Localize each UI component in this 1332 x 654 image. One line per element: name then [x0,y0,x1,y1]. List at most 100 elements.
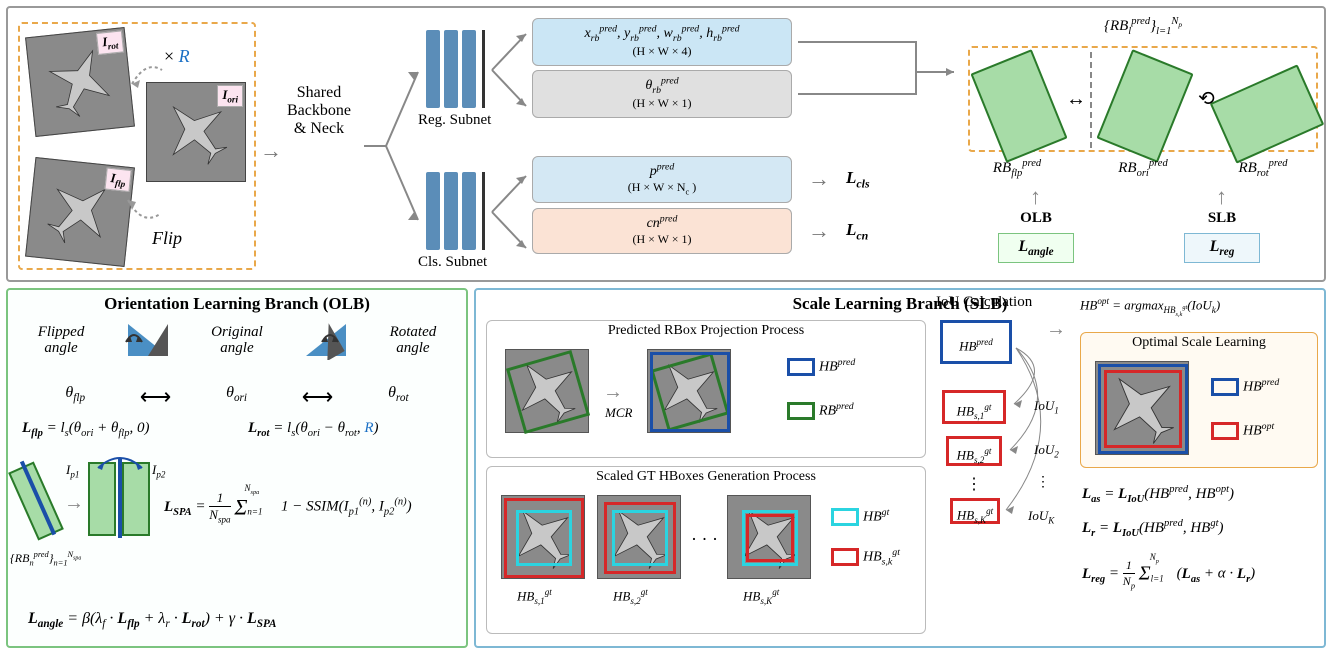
iou-hbk: HBs,Kgt [950,498,1000,524]
leg-hbgt: HBgt [831,507,889,526]
opt-panel: Optimal Scale Learning HBpred HBopt [1080,332,1318,468]
hbs2-label: HBs,2gt [613,587,648,606]
tag-ori: Iori [217,85,243,107]
flipped-angle-label: Flippedangle [38,324,85,357]
tag-rot: Irot [96,30,124,54]
cls-subnet-label: Cls. Subnet [418,254,487,271]
olb-angle-row: Flippedangle Originalangle Rotatedangle [8,320,466,360]
L-flp-eq: Lflp = ls(θori + θflp, 0) [22,420,149,439]
rb-divider [1090,52,1092,148]
Ip2-label: Ip2 [152,462,165,480]
fork-lines [362,56,422,236]
L-as-eq: Las = LIoU(HBpred, HBopt) [1082,484,1234,505]
L-rot-eq: Lrot = ls(θori − θrot, R) [248,420,379,439]
cls-out-box1: ppred(H × W × Nc ) [532,156,792,203]
scaled-title: Scaled GT HBoxes Generation Process [487,467,925,487]
backbone-label: SharedBackbone& Neck [274,84,364,138]
up-arrow-1: ↑ [1030,184,1041,210]
flip-label: Flip [152,228,182,249]
leg-hbsk: HBs,kgt [831,547,900,567]
arrow-to-backbone: → [260,138,282,164]
plane-flp: Iflp [25,157,135,267]
slb-branch: SLB Lreg [1184,210,1260,263]
rb-ori-label: RBoripred [1098,158,1188,179]
up-arrow-2: ↑ [1216,184,1227,210]
iou2-label: IoU2 [1034,442,1059,460]
L-angle-eq: Langle = β(λf · Lflp + λr · Lrot) + γ · … [28,610,276,630]
olb-curved-1 [122,324,146,348]
scaled-img-2 [597,495,681,579]
bi-arrow-1: ↔ [1066,88,1086,111]
rb-set-label: {RBlpred}l=1Np [968,16,1318,37]
opt-eq: HBopt = argmaxHBs,kgt(IoUk) [1080,296,1220,318]
scaled-panel: Scaled GT HBoxes Generation Process · · … [486,466,926,634]
arrow-to-opt: → [1046,318,1066,341]
L-reg-eq: Lreg = 1Np Σl=1Np (Las + α · Lr) [1082,558,1255,590]
proj-img-1 [505,349,589,433]
merge-lines [796,24,960,110]
L-angle-box: Langle [998,233,1074,263]
leg-opt-hbopt: HBopt [1211,421,1274,440]
theta-rot: θrot [388,384,409,410]
arrow-lcn: → [808,218,830,244]
rb-spa-set: {RBnpred}n=1Nspa [10,550,81,567]
rb-rot-label: RBrotpred [1218,158,1308,179]
L-reg-box: Lreg [1184,233,1260,263]
plane-ori: Iori [146,82,246,182]
proj-title: Predicted RBox Projection Process [487,321,925,341]
iou-title: IoU Calculation [936,294,1032,311]
proj-img-2 [647,349,731,433]
iou1-label: IoU1 [1034,398,1059,416]
proj-panel: Predicted RBox Projection Process → MCR … [486,320,926,458]
scaled-img-k [727,495,811,579]
Ip1-label: Ip1 [66,462,79,480]
theta-row: θflp ⟷ θori ⟷ θrot [8,384,466,410]
theta-ori: θori [226,384,247,410]
iou-panel: IoU Calculation HBpred HBs,1gt HBs,2gt ⋮… [936,318,1070,566]
cls-subnet-stack [426,172,496,250]
reg-out-box2: θrbpred(H × W × 1) [532,70,792,118]
rot-arrow: ⟲ [1198,86,1215,111]
olb-title: Orientation Learning Branch (OLB) [8,290,466,318]
reg-out-box1: xrbpred, yrbpred, wrbpred, hrbpred (H × … [532,18,792,66]
scaled-img-1 [501,495,585,579]
olb-curved-2 [318,324,342,348]
top-panel: Irot Iori Iflp × R Flip SharedBackbone& … [6,6,1326,282]
iou-hb2: HBs,2gt [946,436,1002,466]
L-SPA-eq: LSPA = 1Nspa Σn=1Nspa 1 − SSIM(Ip1(n), I… [164,490,412,525]
iou-dots: ⋮ [966,474,982,494]
rb-flp-label: RBflppred [972,158,1062,179]
opt-img [1095,361,1189,455]
dots: · · · [691,529,718,550]
iou-vdots: ⋮ [1036,474,1050,491]
mcr-label: MCR [605,405,632,421]
hbs1-label: HBs,1gt [517,587,552,606]
tag-flp: Iflp [104,168,131,192]
arrow-lcls: → [808,166,830,192]
L-r-eq: Lr = LIoU(HBpred, HBgt) [1082,518,1224,539]
iou-arrows [996,328,1068,528]
original-angle-label: Originalangle [211,324,263,357]
leg-opt-hbpred: HBpred [1211,377,1279,396]
leg-rbpred: RBpred [787,401,854,420]
rb-group: {RBlpred}l=1Np ↔ ⟲ RBflppred RBoripred R… [968,16,1318,278]
arrow-rot [126,54,166,94]
leg-hbpred: HBpred [787,357,855,376]
times-r-label: × R [164,46,190,67]
olb-branch: OLB Langle [998,210,1074,263]
plane-rot: Irot [25,27,135,137]
input-images-box: Irot Iori Iflp × R Flip [18,22,256,270]
rotated-angle-label: Rotatedangle [390,324,437,357]
L-cn: Lcn [846,220,868,243]
opt-title: Optimal Scale Learning [1081,333,1317,353]
slb-panel: Scale Learning Branch (SLB) Predicted RB… [474,288,1326,648]
reg-subnet-stack [426,30,496,108]
iouk-label: IoUK [1028,508,1054,526]
olb-panel: Orientation Learning Branch (OLB) Flippe… [6,288,468,648]
reg-subnet-label: Reg. Subnet [418,112,491,129]
cls-out-box2: cnpred(H × W × 1) [532,208,792,254]
L-cls: Lcls [846,168,870,191]
mcr-arrow: → [603,381,623,404]
hbsk-label: HBs,Kgt [743,587,779,606]
theta-flp: θflp [65,384,85,410]
